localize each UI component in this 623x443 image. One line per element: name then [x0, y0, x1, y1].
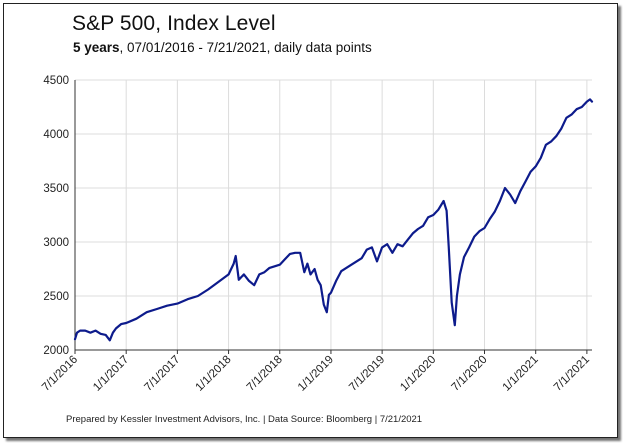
y-tick-label: 4000 — [43, 129, 69, 141]
x-tick-label: 7/1/2017 — [142, 354, 182, 394]
x-tick-label: 1/1/2019 — [296, 354, 336, 394]
x-tick-label: 7/1/2016 — [40, 354, 80, 394]
y-tick-label: 4500 — [43, 75, 69, 87]
y-tick-label: 2000 — [43, 345, 69, 357]
x-tick-label: 7/1/2019 — [347, 354, 387, 394]
y-tick-label: 3500 — [43, 183, 69, 195]
chart-frame — [3, 3, 618, 438]
x-tick-label: 1/1/2021 — [501, 354, 541, 394]
chart-footer: Prepared by Kessler Investment Advisors,… — [66, 414, 423, 425]
series-line-sp500 — [73, 98, 594, 342]
x-tick-label: 7/1/2021 — [552, 354, 592, 394]
x-tick-label: 7/1/2020 — [449, 354, 489, 394]
chart-subtitle: 5 years, 07/01/2016 - 7/21/2021, daily d… — [73, 40, 372, 55]
y-tick-label: 3000 — [43, 237, 69, 249]
y-tick-label: 2500 — [43, 291, 69, 303]
x-tick-label: 7/1/2018 — [245, 354, 285, 394]
x-tick-label: 1/1/2020 — [398, 354, 438, 394]
x-tick-label: 1/1/2017 — [91, 354, 131, 394]
subtitle-period: 5 years — [73, 40, 120, 55]
x-tick-label: 1/1/2018 — [194, 354, 234, 394]
subtitle-range: , 07/01/2016 - 7/21/2021, daily data poi… — [119, 40, 372, 55]
chart-title: S&P 500, Index Level — [72, 12, 276, 35]
